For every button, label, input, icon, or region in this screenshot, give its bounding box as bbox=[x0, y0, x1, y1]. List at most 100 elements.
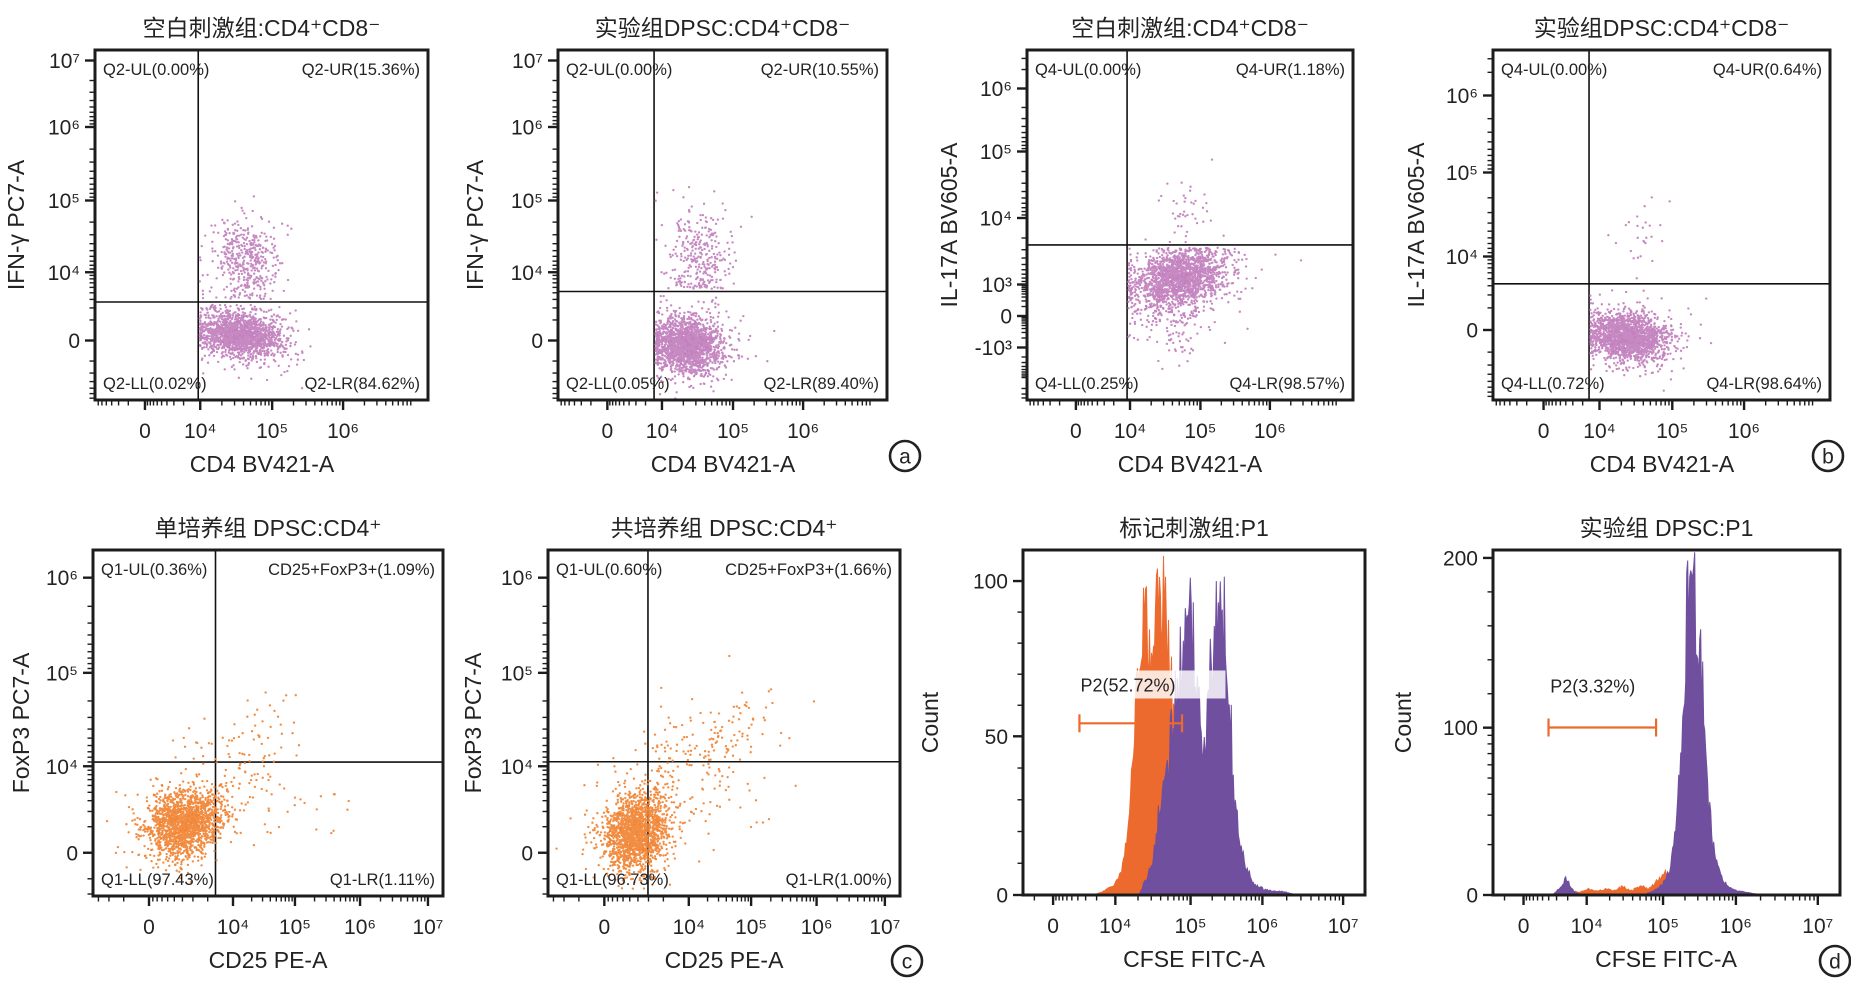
quadrant-label-lr: Q2-LR(84.62%) bbox=[304, 375, 420, 393]
y-tick-label: 0 bbox=[531, 330, 543, 353]
dot-cluster bbox=[1127, 246, 1303, 344]
quadrant-label-ll: Q4-LL(0.72%) bbox=[1501, 375, 1605, 393]
corner-letter-text: c bbox=[902, 951, 913, 974]
histogram-series-purple bbox=[1138, 576, 1293, 895]
panel-title: 实验组 DPSC:P1 bbox=[1580, 515, 1754, 541]
x-tick-label: 10⁵ bbox=[1656, 420, 1688, 443]
y-axis-label: IL-17A BV605-A bbox=[1403, 142, 1429, 308]
y-tick-label: 100 bbox=[1443, 717, 1478, 740]
x-tick-label: 10⁴ bbox=[1114, 420, 1146, 443]
plot-box-border bbox=[1021, 548, 1367, 897]
panel-title: 空白刺激组:CD4⁺CD8⁻ bbox=[1071, 15, 1309, 41]
quadrant-label-ur: Q2-UR(10.55%) bbox=[761, 61, 879, 79]
x-tick-label: 10⁶ bbox=[1728, 420, 1760, 443]
y-axis-label: Count bbox=[917, 691, 943, 753]
x-tick-label: 10⁶ bbox=[1254, 420, 1286, 443]
x-tick-label: 10⁴ bbox=[673, 916, 705, 939]
y-tick-label: 100 bbox=[973, 571, 1008, 594]
panel-3: Q4-UL(0.00%) Q4-UR(1.18%) Q4-LL(0.25%) Q4-L… bbox=[936, 15, 1355, 477]
x-tick-label: 0 bbox=[1538, 420, 1550, 443]
y-tick-label: 50 bbox=[985, 726, 1008, 749]
y-axis-label: FoxP3 PC7-A bbox=[460, 652, 486, 793]
x-tick-label: 0 bbox=[1518, 915, 1530, 938]
y-tick-label: 0 bbox=[66, 842, 78, 865]
y-tick-label: 10⁶ bbox=[1446, 85, 1478, 108]
x-tick-label: 0 bbox=[143, 916, 155, 939]
quadrant-label-ll: Q2-LL(0.02%) bbox=[103, 375, 207, 393]
quadrant-label-lr: Q1-LR(1.11%) bbox=[330, 871, 435, 889]
dot-cluster bbox=[667, 654, 816, 760]
quadrant-label-ll: Q1-LL(97.43%) bbox=[101, 871, 214, 889]
x-tick-label: 10⁴ bbox=[1583, 420, 1615, 443]
y-tick-label: 10⁶ bbox=[511, 117, 543, 140]
dot-cluster bbox=[146, 717, 306, 826]
corner-letter-circle bbox=[888, 439, 922, 473]
y-tick-label: 10⁵ bbox=[511, 190, 543, 213]
dot-cluster bbox=[171, 727, 203, 760]
y-tick-label: 0 bbox=[1466, 320, 1478, 343]
corner-letter-c: c bbox=[890, 944, 924, 978]
x-tick-label: 10⁵ bbox=[1647, 915, 1679, 938]
quadrant-label-ul: Q2-UL(0.00%) bbox=[566, 61, 672, 79]
x-tick-label: 10⁵ bbox=[279, 916, 311, 939]
y-tick-label: 10⁵ bbox=[501, 662, 533, 685]
panel-title: 实验组DPSC:CD4⁺CD8⁻ bbox=[1534, 15, 1790, 41]
p2-gate-label: P2(3.32%) bbox=[1550, 676, 1635, 696]
panel-1: Q2-UL(0.00%) Q2-UR(15.36%) Q2-LL(0.02%) Q2-… bbox=[3, 15, 430, 477]
dot-cluster bbox=[1607, 196, 1671, 280]
quadrant-label-ul: Q4-UL(0.00%) bbox=[1501, 61, 1607, 79]
x-tick-label: 10⁶ bbox=[801, 916, 833, 939]
dot-cluster bbox=[198, 195, 293, 301]
panel-title: 单培养组 DPSC:CD4⁺ bbox=[155, 515, 382, 541]
quadrant-label-ur: CD25+FoxP3+(1.66%) bbox=[725, 561, 892, 579]
y-axis-label: FoxP3 PC7-A bbox=[8, 652, 34, 793]
quadrant-label-ur: Q4-UR(1.18%) bbox=[1236, 61, 1345, 79]
panel-7: P2(52.72%) 0 10⁴ 10⁵ 10⁶ 10⁷ CFSE FITC-A 100 50 0… bbox=[917, 515, 1367, 972]
dot-cluster bbox=[1127, 246, 1257, 329]
corner-letter-circle bbox=[890, 944, 924, 978]
plot-box-border bbox=[556, 48, 889, 402]
quadrant-label-lr: Q4-LR(98.64%) bbox=[1706, 375, 1822, 393]
dot-cluster bbox=[555, 742, 715, 890]
x-tick-label: 10⁵ bbox=[1184, 420, 1216, 443]
x-axis-label: CFSE FITC-A bbox=[1595, 946, 1737, 972]
y-tick-label: 10⁵ bbox=[46, 662, 78, 685]
quadrant-label-lr: Q4-LR(98.57%) bbox=[1229, 375, 1345, 393]
quadrant-label-ul: Q4-UL(0.00%) bbox=[1035, 61, 1141, 79]
x-tick-label: 10⁶ bbox=[787, 420, 819, 443]
y-tick-label: 10⁶ bbox=[48, 117, 80, 140]
y-tick-label: 10⁴ bbox=[501, 756, 533, 779]
y-tick-label: 10⁴ bbox=[46, 756, 78, 779]
dot-cluster bbox=[1144, 158, 1225, 244]
x-axis-label: CD4 BV421-A bbox=[651, 451, 796, 477]
y-tick-label: 10⁶ bbox=[46, 567, 78, 590]
panel-4: Q4-UL(0.00%) Q4-UR(0.64%) Q4-LL(0.72%) Q4-L… bbox=[1403, 15, 1832, 477]
dot-cluster bbox=[654, 185, 753, 290]
quadrant-label-ll: Q4-LL(0.25%) bbox=[1035, 375, 1139, 393]
plot-box-border bbox=[1491, 548, 1842, 897]
x-tick-label: 10⁵ bbox=[1175, 915, 1207, 938]
y-tick-label: 10⁵ bbox=[980, 141, 1012, 164]
x-tick-label: 0 bbox=[598, 916, 610, 939]
y-tick-label: 0 bbox=[1000, 306, 1012, 329]
y-tick-label: 10⁵ bbox=[1446, 162, 1478, 185]
corner-letter-b: b bbox=[1811, 439, 1845, 473]
x-axis-label: CD4 BV421-A bbox=[190, 451, 335, 477]
y-tick-label: 10⁵ bbox=[48, 190, 80, 213]
x-tick-label: 10⁵ bbox=[256, 420, 288, 443]
panel-8: P2(3.32%) 0 10⁴ 10⁵ 10⁶ 10⁷ CFSE FITC-A 200 100 0… bbox=[1390, 515, 1842, 972]
x-axis-label: CD4 BV421-A bbox=[1590, 451, 1735, 477]
x-tick-label: 10⁶ bbox=[327, 420, 359, 443]
y-axis-label: IFN-γ PC7-A bbox=[3, 159, 29, 290]
dot-cluster bbox=[1589, 289, 1713, 392]
corner-letter-text: b bbox=[1822, 446, 1834, 469]
quadrant-label-ll: Q1-LL(96.73%) bbox=[556, 871, 669, 889]
plot-box-border bbox=[1025, 48, 1355, 402]
x-axis-label: CD25 PE-A bbox=[209, 947, 329, 973]
y-axis-label: IL-17A BV605-A bbox=[936, 142, 962, 308]
dot-cluster bbox=[105, 767, 281, 884]
quadrant-label-ur: CD25+FoxP3+(1.09%) bbox=[268, 561, 435, 579]
x-tick-label: 10⁴ bbox=[184, 420, 216, 443]
dot-cluster bbox=[199, 303, 312, 390]
x-tick-label: 10⁴ bbox=[1570, 915, 1602, 938]
